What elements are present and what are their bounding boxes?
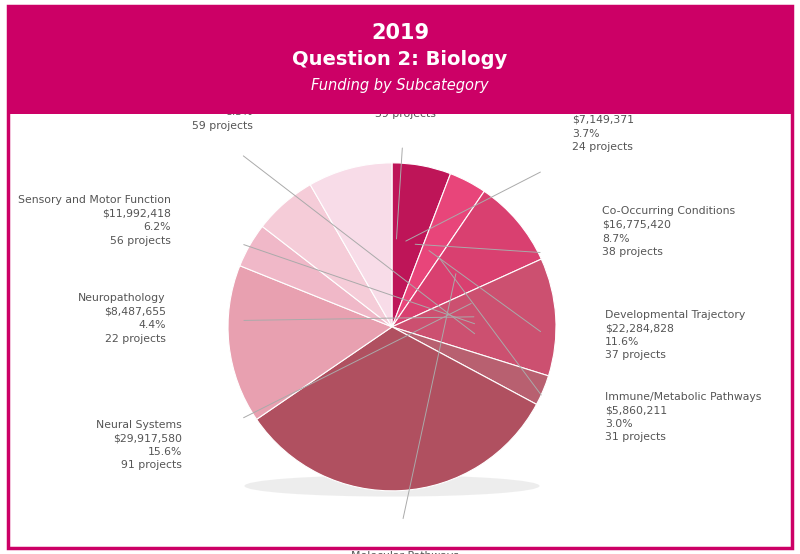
Wedge shape bbox=[262, 184, 392, 327]
Text: Neural Systems
$29,917,580
15.6%
91 projects: Neural Systems $29,917,580 15.6% 91 proj… bbox=[96, 419, 182, 470]
Wedge shape bbox=[392, 327, 549, 404]
Wedge shape bbox=[392, 163, 450, 327]
Text: Subgroups/Biosignatures
$15,928,925
8.3%
59 projects: Subgroups/Biosignatures $15,928,925 8.3%… bbox=[117, 80, 253, 131]
Text: Co-Occurring Conditions
$16,775,420
8.7%
38 projects: Co-Occurring Conditions $16,775,420 8.7%… bbox=[602, 206, 735, 257]
Wedge shape bbox=[392, 191, 542, 327]
Text: Developmental Trajectory
$22,284,828
11.6%
37 projects: Developmental Trajectory $22,284,828 11.… bbox=[605, 310, 746, 361]
Wedge shape bbox=[392, 259, 556, 376]
Wedge shape bbox=[257, 327, 537, 491]
Text: Funding by Subcategory: Funding by Subcategory bbox=[311, 78, 489, 94]
Text: Computational Science
$7,149,371
3.7%
24 projects: Computational Science $7,149,371 3.7% 24… bbox=[572, 101, 698, 152]
Wedge shape bbox=[240, 227, 392, 327]
Text: Question 2: Biology: Question 2: Biology bbox=[292, 50, 508, 69]
Text: Molecular Pathways
$62,749,150
32.6%
222 projects: Molecular Pathways $62,749,150 32.6% 222… bbox=[351, 551, 459, 554]
Text: Sensory and Motor Function
$11,992,418
6.2%
56 projects: Sensory and Motor Function $11,992,418 6… bbox=[18, 195, 170, 245]
Wedge shape bbox=[228, 266, 392, 419]
Text: 2019: 2019 bbox=[371, 23, 429, 43]
Wedge shape bbox=[392, 173, 484, 327]
Text: Neuropathology
$8,487,655
4.4%
22 projects: Neuropathology $8,487,655 4.4% 22 projec… bbox=[78, 293, 166, 344]
Wedge shape bbox=[310, 163, 392, 327]
Text: Immune/Metabolic Pathways
$5,860,211
3.0%
31 projects: Immune/Metabolic Pathways $5,860,211 3.0… bbox=[605, 392, 762, 443]
Ellipse shape bbox=[245, 475, 539, 496]
Text: Cognitive Studies
$11,121,794
5.8%
39 projects: Cognitive Studies $11,121,794 5.8% 39 pr… bbox=[358, 69, 453, 120]
